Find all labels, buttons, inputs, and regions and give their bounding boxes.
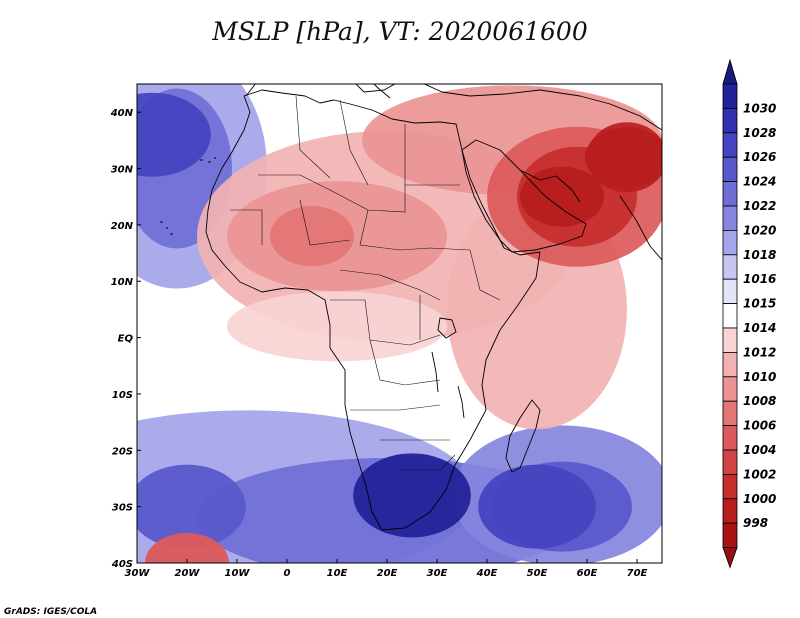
- colorbar-level-label: 1020: [743, 223, 776, 237]
- y-tick-label: EQ: [118, 334, 134, 345]
- y-tick-label: 30S: [112, 503, 133, 514]
- x-axis: 30W 20W 10W 0 10E 20E 30E 40E 50E 60E 70E: [125, 559, 648, 579]
- colorbar-box: [722, 351, 738, 378]
- x-tick-label: 40E: [476, 568, 498, 579]
- lake-malawi: [457, 385, 465, 419]
- y-tick-label: 10S: [112, 390, 133, 401]
- colorbar-box: [722, 449, 738, 475]
- map-title: MSLP [hPa], VT: 2020061600: [211, 17, 588, 46]
- colorbar-box: [722, 278, 738, 305]
- colorbar-box: [722, 425, 738, 451]
- y-tick-label: 20N: [111, 221, 134, 232]
- pressure-center: [137, 92, 211, 177]
- colorbar-level-label: 1018: [743, 248, 776, 262]
- pressure-center: [478, 464, 596, 549]
- colorbar-level-label: 1008: [743, 394, 776, 408]
- colorbar-box: [722, 303, 738, 329]
- colorbar-level-label: 1006: [743, 419, 776, 433]
- colorbar-level-label: 1028: [743, 126, 776, 140]
- colorbar-level-label: 1000: [743, 492, 776, 506]
- colorbar-box: [722, 181, 738, 207]
- colorbar-level-label: 1016: [743, 272, 776, 286]
- colorbar-box: [722, 498, 738, 524]
- colorbar-box: [722, 83, 738, 109]
- madagascar-coastline: [505, 399, 541, 473]
- colorbar-level-label: 998: [743, 516, 768, 530]
- x-tick-label: 30W: [125, 568, 151, 579]
- border-lines: [230, 95, 501, 471]
- x-tick-label: 10W: [225, 568, 251, 579]
- colorbar-top-arrow: [722, 58, 738, 85]
- colorbar-level-label: 1030: [743, 101, 776, 115]
- map-frame: [136, 83, 663, 564]
- colorbar-box: [722, 400, 738, 427]
- pressure-center: [145, 533, 229, 563]
- colorbar-level-label: 1022: [743, 199, 776, 213]
- colorbar-box: [722, 376, 738, 402]
- colorbar-box: [722, 108, 738, 134]
- colorbar-level-label: 1014: [743, 321, 776, 335]
- colorbar-box: [722, 229, 738, 256]
- africa-coastline: [205, 89, 541, 531]
- canary-islands: [200, 157, 216, 163]
- persian-gulf-coast: [519, 169, 581, 203]
- x-tick-label: 10E: [327, 568, 348, 579]
- colorbar: 1030 1028 1026 1024 1022 1020 1018 1016 1015 1014…: [722, 58, 776, 569]
- y-axis: 40N 30N 20N 10N EQ 10S 20S 30S 40S: [110, 108, 141, 570]
- map-area: [137, 84, 662, 563]
- lake-victoria: [437, 317, 457, 339]
- y-tick-label: 20S: [112, 446, 133, 457]
- colorbar-box: [722, 473, 738, 500]
- x-tick-label: 0: [284, 568, 291, 579]
- country-borders: [230, 95, 501, 471]
- colorbar-level-label: 1015: [743, 297, 776, 311]
- footer-credit: GrADS: IGES/COLA: [4, 607, 97, 617]
- cape-verde-islands: [160, 221, 173, 235]
- pressure-field: [137, 84, 662, 563]
- pressure-center: [270, 206, 354, 267]
- colorbar-level-label: 1002: [743, 467, 776, 481]
- colorbar-level-label: 1004: [743, 443, 776, 457]
- pressure-center: [137, 464, 246, 549]
- x-tick-label: 20E: [377, 568, 398, 579]
- field-band: [227, 291, 447, 362]
- x-tick-label: 60E: [577, 568, 598, 579]
- x-tick-label: 70E: [627, 568, 648, 579]
- y-tick-label: 40S: [111, 559, 133, 570]
- y-tick-label: 10N: [111, 277, 134, 288]
- x-tick-label: 20W: [175, 568, 201, 579]
- colorbar-box: [722, 156, 738, 182]
- colorbar-box: [722, 205, 738, 231]
- colorbar-box: [722, 132, 738, 158]
- india-coastline: [619, 195, 662, 261]
- colorbar-level-label: 1026: [743, 150, 776, 164]
- lake-tanganyika: [431, 351, 439, 393]
- x-tick-label: 30E: [427, 568, 448, 579]
- pressure-center: [520, 166, 604, 227]
- colorbar-level-label: 1024: [743, 175, 776, 189]
- colorbar-bottom-arrow: [722, 547, 738, 569]
- mediterranean-italy: [373, 84, 391, 99]
- coastlines: [160, 84, 662, 531]
- europe-coastline: [245, 84, 662, 131]
- colorbar-box: [722, 327, 738, 353]
- y-tick-label: 40N: [110, 108, 134, 119]
- x-tick-label: 50E: [527, 568, 548, 579]
- y-tick-label: 30N: [111, 165, 134, 176]
- pressure-center: [585, 127, 662, 188]
- colorbar-level-label: 1012: [743, 345, 776, 359]
- colorbar-level-label: 1010: [743, 370, 776, 384]
- colorbar-box: [722, 254, 738, 280]
- pressure-center: [353, 453, 471, 538]
- colorbar-box: [722, 522, 738, 549]
- arabia-coastline: [461, 139, 587, 253]
